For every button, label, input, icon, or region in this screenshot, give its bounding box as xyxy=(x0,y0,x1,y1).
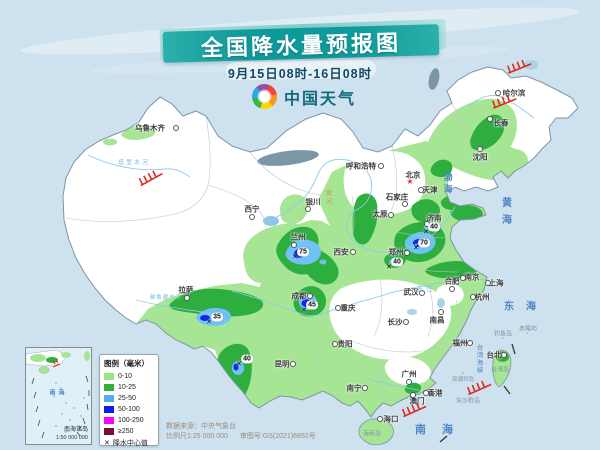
legend-panel: 图例（毫米） 0-10 10-25 25-50 50-100 100-250 ≥250 ✕… xyxy=(99,354,159,448)
inset-map xyxy=(26,349,90,439)
page-title: 全国降水量预报图 xyxy=(200,29,402,61)
boundary-dashes xyxy=(439,343,516,443)
province-borders xyxy=(65,103,510,399)
map-scale: 比例尺1:25 000 000 xyxy=(166,433,228,440)
precip-center-label: 降水中心值 xyxy=(112,439,148,447)
legend-range-label: 100-250 xyxy=(118,417,144,424)
legend-item: 50-100 xyxy=(104,404,154,415)
legend-center-row: ✕ 降水中心值 xyxy=(104,437,154,448)
legend-item: 10-25 xyxy=(104,382,154,393)
legend-swatch xyxy=(104,406,114,413)
legend-item: 0-10 xyxy=(104,371,154,382)
legend-item: ≥250 xyxy=(104,426,154,437)
legend-range-label: 25-50 xyxy=(118,395,136,402)
legend-swatch xyxy=(104,428,114,435)
data-source-line: 数据来源：中央气象台 xyxy=(166,423,236,430)
legend-items: 0-10 10-25 25-50 50-100 100-250 ≥250 xyxy=(104,371,154,437)
legend-range-label: ≥250 xyxy=(118,428,134,435)
legend-swatch xyxy=(104,384,114,391)
legend-range-label: 0-10 xyxy=(118,373,133,380)
legend-swatch xyxy=(104,395,114,402)
china-weather-logo: 中国天气 xyxy=(252,84,356,109)
logo-text: 中国天气 xyxy=(284,90,357,108)
precip-center-symbol: ✕ xyxy=(104,439,110,447)
islands xyxy=(358,332,528,446)
approval-number: 审图号:GS(2021)6952号 xyxy=(239,433,316,440)
legend-range-label: 50-100 xyxy=(118,406,140,413)
south-china-sea-inset: 南海 南海诸岛 1:50 000 000 xyxy=(25,347,92,445)
inset-name: 南海诸岛 xyxy=(63,427,88,433)
precip-layer xyxy=(103,98,530,417)
legend-title: 图例（毫米） xyxy=(104,359,149,368)
legend-range-label: 10-25 xyxy=(118,384,136,391)
forecast-period: 9月15日08时-16日08时 xyxy=(227,67,373,81)
weather-swirl-icon xyxy=(252,84,277,109)
inset-sea-label: 南海 xyxy=(49,390,68,397)
legend-swatch xyxy=(104,373,114,380)
scale-approval-line: 比例尺1:25 000 000 审图号:GS(2021)6952号 xyxy=(166,432,316,442)
inset-scale: 1:50 000 000 xyxy=(55,435,88,441)
map-source-info: 数据来源：中央气象台 比例尺1:25 000 000 审图号:GS(2021)69… xyxy=(166,422,316,442)
legend-swatch xyxy=(104,417,114,424)
legend-item: 25-50 xyxy=(104,393,154,404)
legend-item: 100-250 xyxy=(104,415,154,426)
